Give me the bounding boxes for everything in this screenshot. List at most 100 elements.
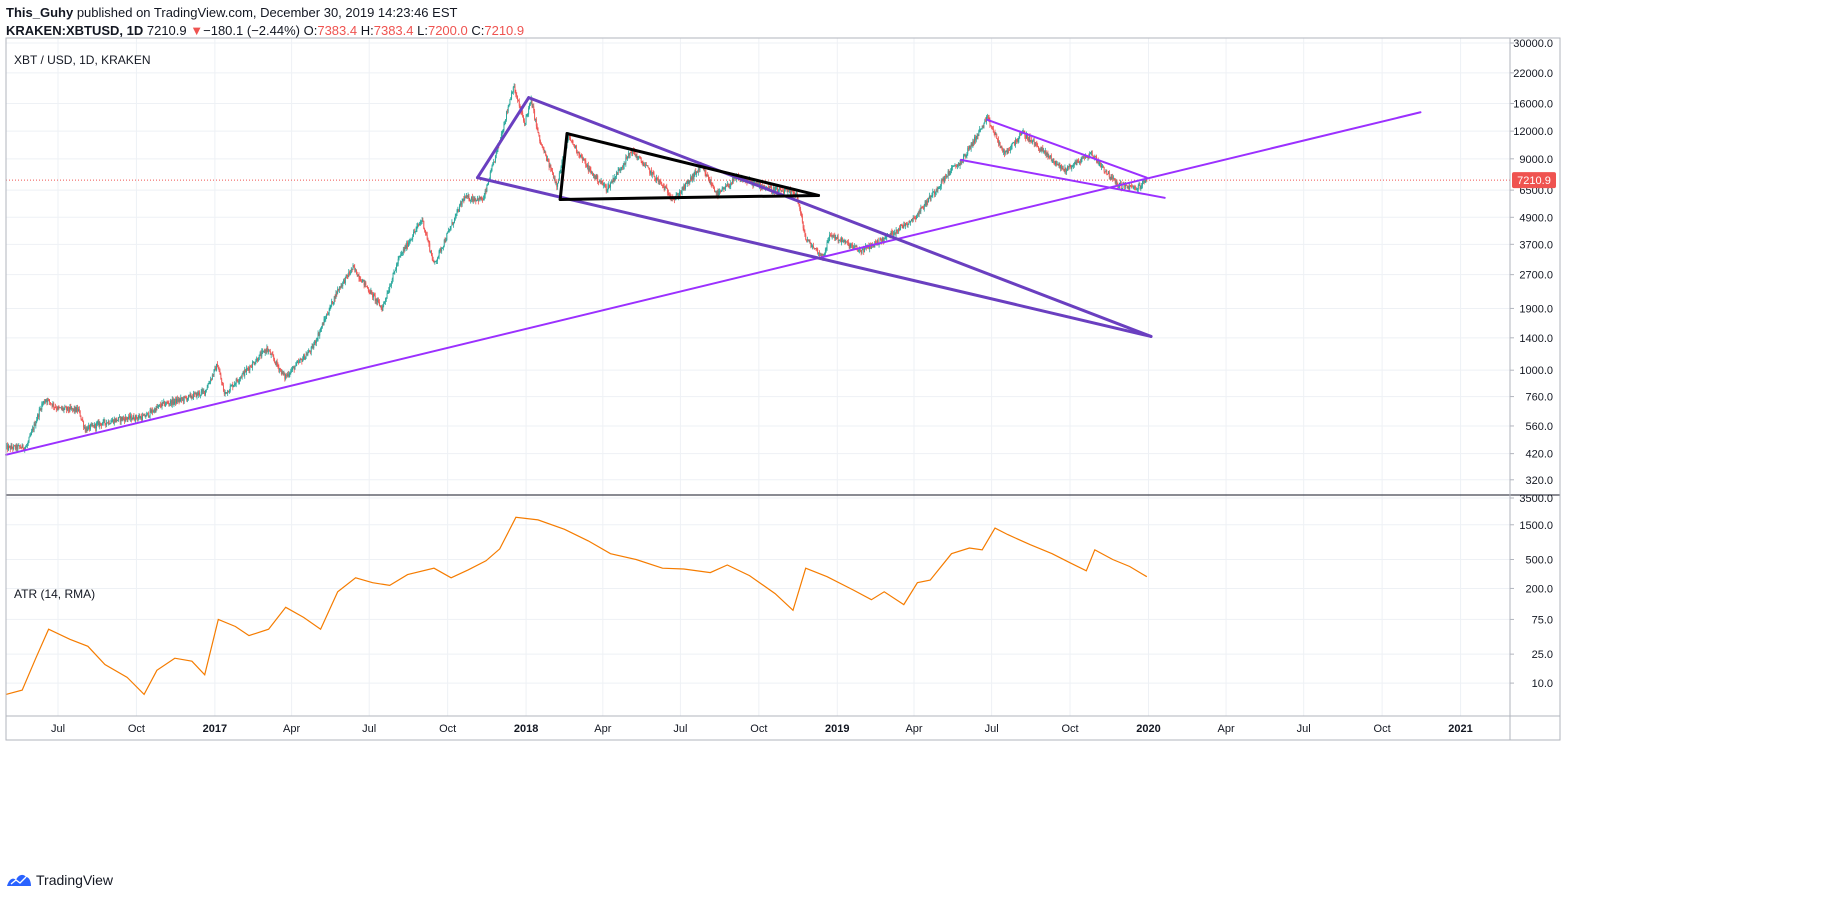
candle-body xyxy=(10,445,12,450)
candle-body xyxy=(402,249,404,253)
candle-body xyxy=(137,417,139,420)
candle-body xyxy=(722,188,724,190)
candle-body xyxy=(948,171,950,175)
tradingview-brand[interactable]: TradingView xyxy=(36,872,114,888)
price-axis[interactable]: 30000.022000.016000.012000.09000.06500.0… xyxy=(1510,38,1553,487)
candle-body xyxy=(1084,155,1086,158)
time-tick-label: Apr xyxy=(283,723,300,735)
open-value: 7383.4 xyxy=(317,23,358,38)
candle-body xyxy=(899,225,901,230)
candle-body xyxy=(733,177,735,182)
candle-body xyxy=(594,175,596,178)
candle-body xyxy=(338,287,340,290)
candle-body xyxy=(378,302,380,306)
candle-body xyxy=(332,301,333,305)
candle-body xyxy=(586,166,588,168)
candle-body xyxy=(1114,180,1116,184)
candle-body xyxy=(785,188,787,190)
candle-body xyxy=(206,387,208,390)
candle-body xyxy=(685,182,686,189)
candle-body xyxy=(378,299,380,303)
candle-body xyxy=(631,152,633,154)
candle-body xyxy=(235,379,237,384)
atr-pane[interactable] xyxy=(5,516,1148,696)
tradingview-logo-icon[interactable] xyxy=(7,873,31,887)
candle-body xyxy=(1053,158,1055,162)
candle-body xyxy=(981,125,983,129)
candle-body xyxy=(782,190,784,192)
candle-body xyxy=(1004,151,1006,154)
candle-body xyxy=(1056,164,1058,166)
candle-body xyxy=(22,444,24,449)
candle-body xyxy=(910,220,912,223)
candle-body xyxy=(1113,178,1115,181)
candle-body xyxy=(475,198,477,202)
candle-body xyxy=(52,403,54,407)
candle-body xyxy=(635,154,637,157)
candle-body xyxy=(295,363,297,367)
candle-body xyxy=(623,163,625,166)
candle-body xyxy=(769,186,771,190)
candle-body xyxy=(571,140,573,142)
candle-body xyxy=(579,154,581,158)
candle-body xyxy=(923,206,925,209)
chart-canvas[interactable]: 30000.022000.016000.012000.09000.06500.0… xyxy=(0,0,1828,868)
candle-body xyxy=(456,210,458,214)
author-name[interactable]: This_Guhy xyxy=(6,5,74,20)
candle-body xyxy=(843,240,845,242)
candle-body xyxy=(68,410,70,411)
candle-body xyxy=(610,183,611,188)
candle-body xyxy=(426,234,428,240)
candle-body xyxy=(1125,185,1126,187)
candle-body xyxy=(92,425,94,427)
candle-body xyxy=(903,224,905,228)
candle-body xyxy=(269,350,270,352)
candle-body xyxy=(773,187,775,193)
candle-body xyxy=(1065,167,1067,172)
candle-body xyxy=(585,160,587,167)
candle-body xyxy=(998,142,1000,144)
candle-body xyxy=(481,197,483,200)
trend-drawings[interactable] xyxy=(5,96,1422,456)
candle-body xyxy=(510,98,512,100)
candle-body xyxy=(827,241,829,243)
candle-body xyxy=(483,198,484,200)
price-pane[interactable] xyxy=(5,83,1510,456)
candle-body xyxy=(1142,180,1144,182)
candle-body xyxy=(384,299,386,302)
candle-body xyxy=(150,410,152,413)
candle-body xyxy=(465,196,467,199)
candle-body xyxy=(595,175,597,180)
time-tick-label: 2021 xyxy=(1448,723,1472,735)
candle-body xyxy=(573,144,575,146)
candle-body xyxy=(1067,166,1069,168)
price-tick-label: 1900.0 xyxy=(1519,303,1553,315)
candle-body xyxy=(451,222,453,226)
candle-body xyxy=(43,401,44,404)
atr-axis[interactable]: 3500.0 1500.0 500.0 200.0 75.0 25.0 10.0 xyxy=(1510,493,1553,690)
candle-body xyxy=(893,233,895,235)
candle-body xyxy=(285,375,287,379)
candle-body xyxy=(193,393,195,395)
candle-body xyxy=(1115,180,1117,184)
candle-body xyxy=(48,399,50,401)
candle-body xyxy=(952,166,954,167)
candle-body xyxy=(163,401,165,403)
candle-body xyxy=(620,169,622,171)
candle-body xyxy=(25,447,27,448)
candle-body xyxy=(1029,136,1031,142)
candle-body xyxy=(841,237,843,243)
candle-body xyxy=(644,164,646,166)
candle-body xyxy=(846,241,848,243)
candle-body xyxy=(491,166,493,171)
candle-body xyxy=(1057,164,1059,166)
candle-body xyxy=(76,407,78,412)
candle-body xyxy=(253,362,255,365)
candle-body xyxy=(1061,165,1062,169)
candle-body xyxy=(659,180,661,182)
candle-body xyxy=(161,402,163,407)
candle-body xyxy=(355,269,357,275)
candle-body xyxy=(112,419,114,424)
time-axis[interactable]: Jul Oct 2017 Apr Jul Oct 2018 Apr Jul Oct 2019 Apr J… xyxy=(51,723,1473,735)
candle-body xyxy=(1034,143,1036,145)
